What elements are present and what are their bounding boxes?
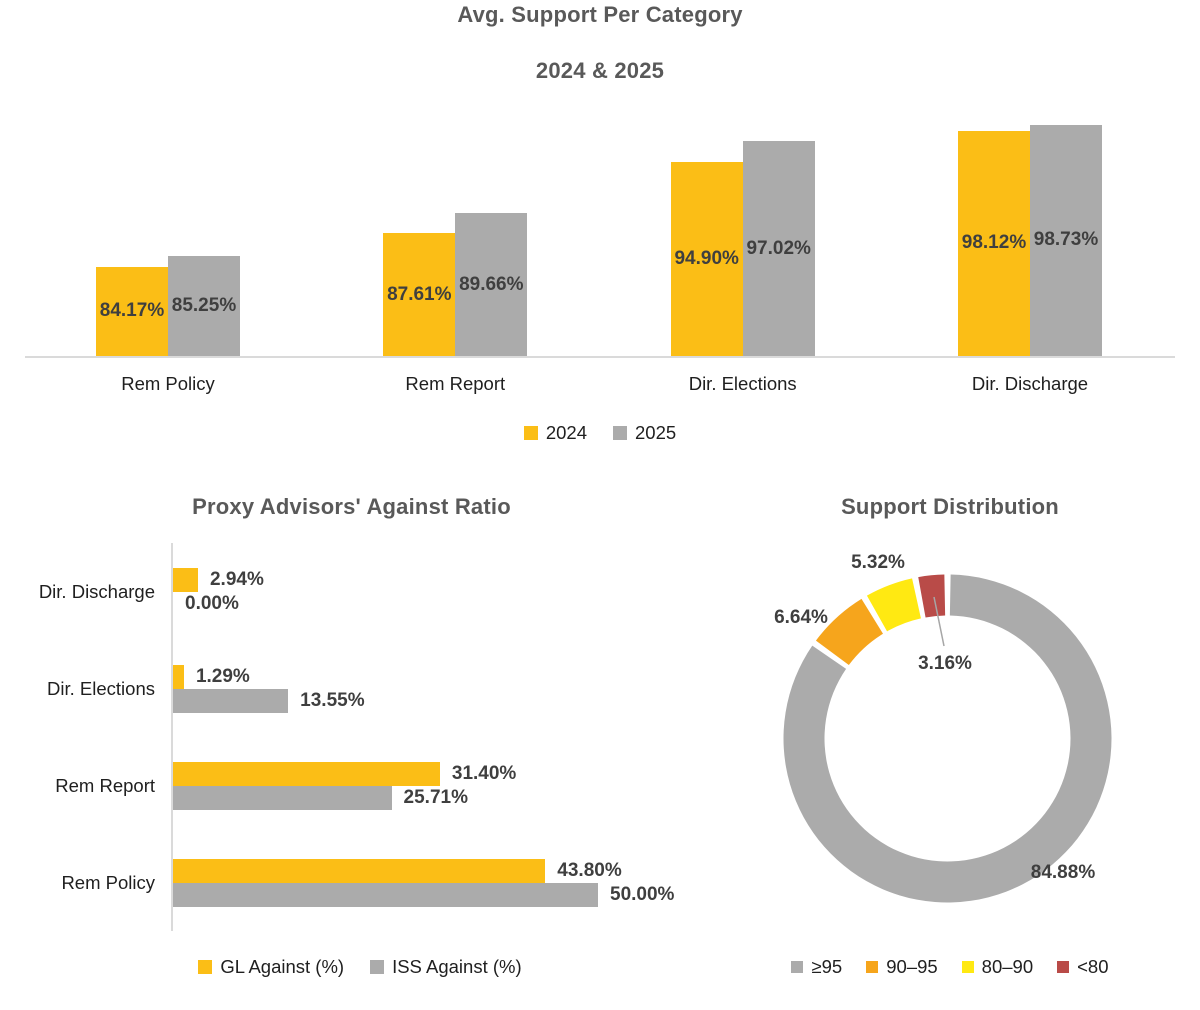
legend-item-iss-against: ISS Against (%) <box>370 956 522 978</box>
legend-label-2025: 2025 <box>635 422 677 443</box>
against-ratio-legend: GL Against (%) ISS Against (%) <box>0 954 720 980</box>
value-label-2025-dir-discharge: 98.73% <box>1033 229 1099 251</box>
value-label-iss-against-dir-elections: 13.55% <box>300 690 365 711</box>
legend-swatch-lt80 <box>1057 961 1070 973</box>
legend-item-lt80: <80 <box>1057 956 1109 978</box>
bar-2024-rem-policy <box>96 266 168 356</box>
legend-label-gl-against: GL Against (%) <box>220 956 345 977</box>
value-label-2024-rem-policy: 84.17% <box>99 300 165 322</box>
category-label-rem-report: Rem Report <box>55 775 155 796</box>
legend-swatch-gl-against <box>198 960 213 974</box>
legend-item-80-90: 80–90 <box>961 956 1034 978</box>
against-ratio-title: Proxy Advisors' Against Ratio <box>192 494 511 519</box>
category-label-dir-elections: Dir. Elections <box>688 373 797 394</box>
category-label-rem-policy: Rem Policy <box>61 872 155 893</box>
slice-label-80-90: 5.32% <box>851 552 905 573</box>
slice-label-ge95: 84.88% <box>1030 862 1096 883</box>
legend-label-lt80: <80 <box>1077 956 1109 977</box>
legend-label-90-95: 90–95 <box>886 956 938 977</box>
legend-label-ge95: ≥95 <box>811 956 843 977</box>
value-label-2024-dir-elections: 94.90% <box>674 247 739 269</box>
value-label-iss-against-dir-discharge: 0.00% <box>185 593 239 614</box>
bar-iss-against-rem-report <box>173 786 392 810</box>
slice-90-95 <box>815 598 883 666</box>
value-label-2025-rem-policy: 85.25% <box>171 295 237 317</box>
category-label-dir-discharge: Dir. Discharge <box>971 373 1089 394</box>
bar-2025-rem-policy <box>168 256 240 356</box>
support-distribution-title: Support Distribution <box>841 494 1059 519</box>
bar-2025-dir-elections <box>742 141 815 356</box>
legend-label-2024: 2024 <box>545 422 587 443</box>
support-distribution-legend: ≥95 90–95 80–90 <80 <box>700 954 1200 980</box>
legend-item-gl-against: GL Against (%) <box>198 956 344 978</box>
category-label-rem-policy: Rem Policy <box>121 373 215 394</box>
legend-swatch-ge95 <box>791 961 804 973</box>
legend-swatch-2025 <box>613 426 627 440</box>
legend-item-90-95: 90–95 <box>866 956 938 978</box>
legend-item-2024: 2024 <box>523 422 587 444</box>
legend-label-80-90: 80–90 <box>981 956 1034 977</box>
bar-2025-dir-discharge <box>1030 124 1102 356</box>
bar-gl-against-dir-discharge <box>173 568 198 592</box>
against-ratio-y-axis-line <box>171 543 173 931</box>
support-distribution-donut <box>783 574 1112 903</box>
category-label-rem-report: Rem Report <box>405 373 506 394</box>
slice-80-90 <box>866 578 921 632</box>
legend-label-iss-against: ISS Against (%) <box>392 956 522 977</box>
legend-swatch-80-90 <box>961 961 974 973</box>
legend-item-2025: 2025 <box>613 422 676 444</box>
value-label-iss-against-rem-report: 25.71% <box>403 787 468 808</box>
slice-lt80-leader-line <box>933 596 945 647</box>
slice-label-90-95: 6.64% <box>774 607 828 628</box>
avg-support-subtitle: 2024 & 2025 <box>535 58 665 83</box>
value-label-gl-against-dir-discharge: 2.94% <box>209 569 264 590</box>
value-label-2024-dir-discharge: 98.12% <box>961 232 1027 254</box>
bar-gl-against-rem-report <box>173 762 440 786</box>
value-label-2025-rem-report: 89.66% <box>459 273 524 295</box>
bar-2025-rem-report <box>455 213 528 356</box>
bar-iss-against-dir-elections <box>173 689 289 713</box>
value-label-2025-dir-elections: 97.02% <box>746 237 811 259</box>
bar-iss-against-rem-policy <box>173 883 598 907</box>
bar-2024-dir-elections <box>670 161 743 356</box>
bar-2024-dir-discharge <box>958 130 1030 356</box>
legend-item-ge95: ≥95 <box>791 956 842 978</box>
value-label-gl-against-dir-elections: 1.29% <box>195 666 250 687</box>
avg-support-legend: 2024 2025 <box>0 420 1200 446</box>
value-label-gl-against-rem-report: 31.40% <box>451 763 517 784</box>
avg-support-title: Avg. Support Per Category <box>457 2 743 27</box>
bar-2024-rem-report <box>383 233 456 356</box>
bar-gl-against-dir-elections <box>173 665 184 689</box>
legend-swatch-90-95 <box>866 961 879 973</box>
slice-label-lt80: 3.16% <box>918 653 972 674</box>
legend-swatch-iss-against <box>370 960 385 974</box>
avg-support-x-axis-line <box>25 356 1175 358</box>
value-label-gl-against-rem-policy: 43.80% <box>557 860 622 881</box>
category-label-dir-elections: Dir. Elections <box>47 678 155 699</box>
legend-swatch-2024 <box>523 426 538 440</box>
value-label-iss-against-rem-policy: 50.00% <box>610 884 675 905</box>
value-label-2024-rem-report: 87.61% <box>387 283 452 305</box>
slice-lt80 <box>918 574 946 618</box>
category-label-dir-discharge: Dir. Discharge <box>38 581 155 602</box>
bar-gl-against-rem-policy <box>173 859 546 883</box>
